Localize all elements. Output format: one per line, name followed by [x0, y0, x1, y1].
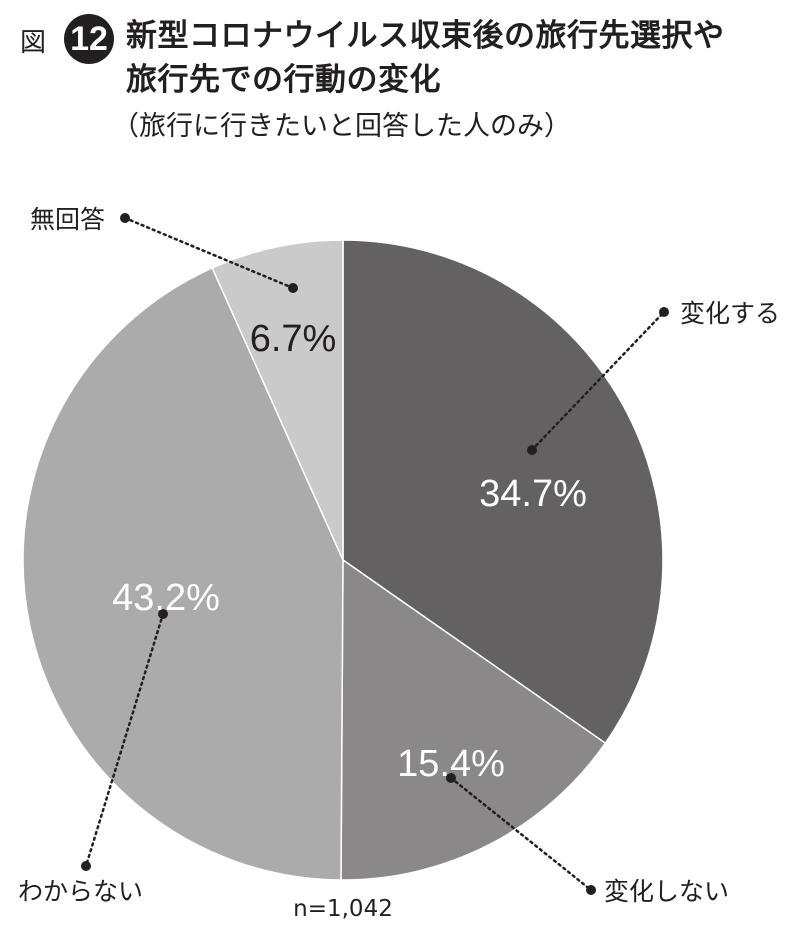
- leader-dot: [158, 609, 168, 619]
- leader-dot: [81, 861, 91, 871]
- slice-category-label: 変化する: [680, 299, 780, 328]
- leader-dot: [288, 283, 298, 293]
- leader-line: [449, 776, 593, 892]
- slice-category-label: わからない: [18, 877, 143, 906]
- leader-dot: [446, 773, 456, 783]
- chart-title: 新型コロナウイルス収束後の旅行先選択や 旅行先での行動の変化: [126, 14, 725, 102]
- pie-slice: [22, 266, 344, 881]
- pie-slice: [340, 558, 607, 881]
- slice-category-label: 変化しない: [604, 877, 729, 906]
- leader-line: [84, 612, 165, 868]
- figure-label: 図: [20, 28, 47, 58]
- slice-value-label: 43.2%: [112, 577, 220, 619]
- chart-title-line-1: 新型コロナウイルス収束後の旅行先選択や: [126, 18, 725, 54]
- figure-number-badge: 12: [64, 14, 114, 64]
- leader-dot: [586, 885, 596, 895]
- pie-slice: [342, 239, 664, 745]
- leader-dot: [659, 307, 669, 317]
- leader-line: [530, 310, 666, 452]
- pie-slice: [211, 239, 344, 561]
- slice-value-label: 6.7%: [250, 318, 337, 360]
- chart-title-line-2: 旅行先での行動の変化: [126, 62, 441, 98]
- slice-value-label: 34.7%: [479, 473, 587, 515]
- slice-value-label: 15.4%: [397, 743, 505, 785]
- sample-size-note: n=1,042: [293, 896, 393, 922]
- leader-dot: [527, 445, 537, 455]
- chart-subtitle: （旅行に行きたいと回答した人のみ）: [112, 111, 571, 142]
- leader-dot: [120, 213, 130, 223]
- slice-category-label: 無回答: [30, 205, 105, 234]
- leader-line: [123, 216, 295, 290]
